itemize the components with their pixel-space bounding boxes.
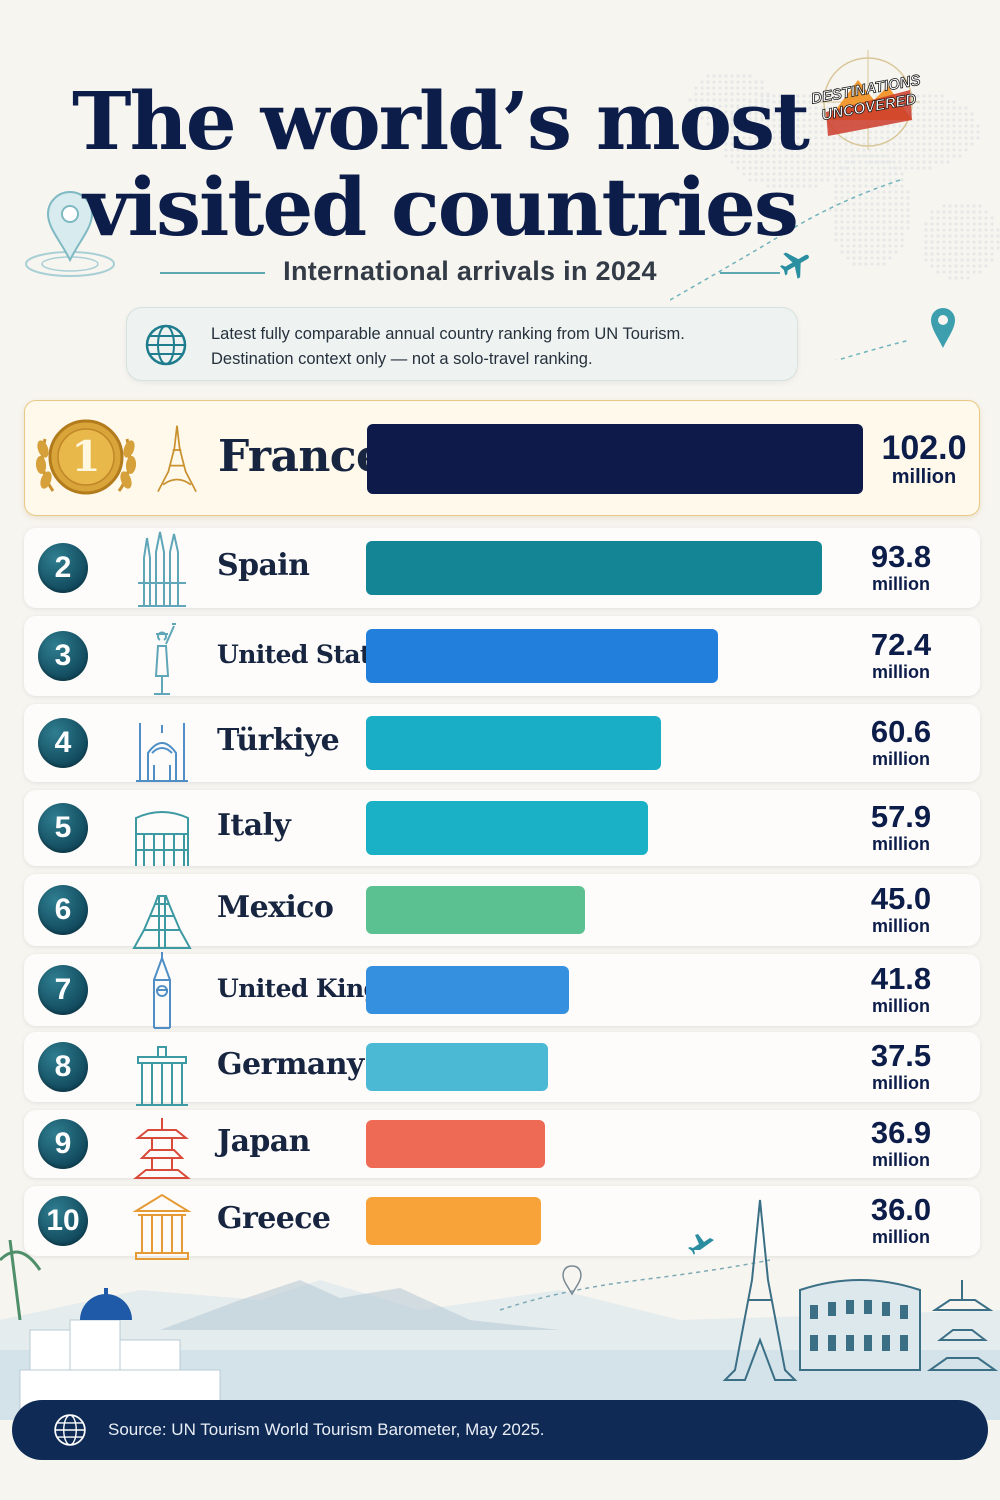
big-ben-icon — [153, 952, 171, 1029]
destinations-uncovered-logo: DESTINATIONS UNCOVERED — [810, 50, 922, 150]
value-label: 36.9 million — [846, 1115, 956, 1171]
value-number: 41.8 — [870, 961, 932, 996]
value-number: 57.9 — [870, 799, 932, 834]
globe-icon — [145, 324, 187, 366]
country-label: Spain — [217, 548, 310, 583]
source-footer: Source: UN Tourism World Tourism Baromet… — [12, 1400, 988, 1460]
bar — [366, 629, 719, 683]
value-label: 37.5 million — [846, 1038, 956, 1094]
bar — [366, 886, 585, 934]
value-number: 36.9 — [870, 1115, 932, 1150]
rank-badge: 9 — [38, 1119, 88, 1169]
note-line-2: Destination context only — not a solo-tr… — [211, 350, 593, 368]
country-label: Japan — [217, 1124, 310, 1159]
bar — [367, 424, 863, 494]
chart-row: 7 United Kingdom 41.8 million — [24, 952, 980, 1029]
bar — [366, 541, 823, 595]
brandenburg-gate-icon — [136, 1046, 188, 1106]
blue-mosque-icon — [136, 723, 188, 782]
chart-row: 2 Spain 93.8 million — [24, 528, 980, 608]
subtitle: International arrivals in 2024 — [283, 256, 657, 286]
bar — [366, 966, 570, 1014]
rank-badge: 6 — [38, 885, 88, 935]
value-unit: million — [872, 834, 930, 854]
sagrada-familia-icon — [138, 531, 186, 607]
chart-row: 8 Germany 37.5 million — [24, 1032, 980, 1106]
value-label: 57.9 million — [846, 799, 956, 855]
page-title: The world’s most visited countries — [60, 78, 820, 250]
country-label: Türkiye — [217, 723, 340, 758]
value-label: 102.0 million — [869, 429, 979, 487]
rank-badge: 10 — [38, 1196, 88, 1246]
value-label: 45.0 million — [846, 881, 956, 937]
value-label: 41.8 million — [846, 961, 956, 1017]
subtitle-row: International arrivals in 2024 — [160, 252, 780, 292]
chart-row: 3 United States 72.4 million — [24, 616, 980, 696]
landmark-scenery-decoration — [0, 1199, 1000, 1420]
rank-badge: 4 — [38, 718, 88, 768]
bar — [366, 1043, 549, 1091]
gold-medal-rank-badge: 1 — [35, 419, 137, 495]
country-label: France — [218, 431, 384, 482]
country-label: Germany — [217, 1047, 364, 1082]
value-label: 72.4 million — [846, 627, 956, 683]
rank-badge: 7 — [38, 965, 88, 1015]
value-label: 60.6 million — [846, 714, 956, 770]
japanese-pagoda-icon — [133, 1118, 191, 1179]
value-number: 93.8 — [870, 539, 932, 574]
country-label: Italy — [217, 808, 291, 843]
colosseum-icon — [135, 811, 189, 866]
rank-badge: 8 — [38, 1042, 88, 1092]
bar — [366, 716, 661, 770]
chart-row: 5 Italy 57.9 million — [24, 790, 980, 866]
bar — [366, 1120, 546, 1168]
value-unit: million — [872, 1150, 930, 1170]
rank-badge: 2 — [38, 543, 88, 593]
chart-row: 9 Japan 36.9 million — [24, 1110, 980, 1179]
value-number: 60.6 — [870, 714, 932, 749]
value-unit: million — [872, 1073, 930, 1093]
note-line-1: Latest fully comparable annual country r… — [211, 325, 685, 343]
value-unit: million — [891, 466, 957, 488]
value-unit: million — [872, 916, 930, 936]
chart-row: 6 Mexico 45.0 million — [24, 874, 980, 949]
value-number: 36.0 — [870, 1192, 932, 1227]
globe-icon — [54, 1414, 86, 1446]
greek-temple-icon — [132, 1193, 192, 1260]
country-label: Greece — [217, 1201, 331, 1236]
eiffel-tower-icon — [157, 425, 197, 493]
title-line-1: The world’s most — [72, 74, 810, 168]
value-number: 45.0 — [870, 881, 932, 916]
country-label: Mexico — [217, 890, 334, 925]
bar — [366, 1197, 542, 1245]
chart-row: 10 Greece 36.0 million — [24, 1186, 980, 1260]
subtitle-divider-left — [160, 272, 265, 274]
source-text: Source: UN Tourism World Tourism Baromet… — [108, 1420, 545, 1439]
value-label: 36.0 million — [846, 1192, 956, 1248]
bar — [366, 801, 648, 855]
value-number: 72.4 — [870, 627, 932, 662]
subtitle-divider-right — [720, 272, 780, 274]
title-line-2: visited countries — [83, 160, 799, 254]
value-unit: million — [872, 574, 930, 594]
rank-label: 1 — [71, 432, 100, 481]
map-pin-icon — [25, 191, 115, 277]
value-unit: million — [872, 1227, 930, 1247]
value-unit: million — [872, 749, 930, 769]
value-unit: million — [872, 996, 930, 1016]
map-pin-small-icon — [931, 308, 955, 348]
airplane-icon — [780, 252, 809, 279]
chart-row: 1 France 102.0 million — [24, 400, 980, 516]
chichen-itza-pyramid-icon — [132, 895, 192, 949]
rank-badge: 5 — [38, 803, 88, 853]
note-box: Latest fully comparable annual country r… — [126, 307, 798, 381]
value-label: 93.8 million — [846, 539, 956, 595]
value-unit: million — [872, 662, 930, 682]
value-number: 102.0 — [881, 429, 967, 467]
chart-row: 4 Türkiye 60.6 million — [24, 704, 980, 782]
rank-badge: 3 — [38, 631, 88, 681]
statue-of-liberty-icon — [154, 623, 176, 695]
value-number: 37.5 — [870, 1038, 932, 1073]
